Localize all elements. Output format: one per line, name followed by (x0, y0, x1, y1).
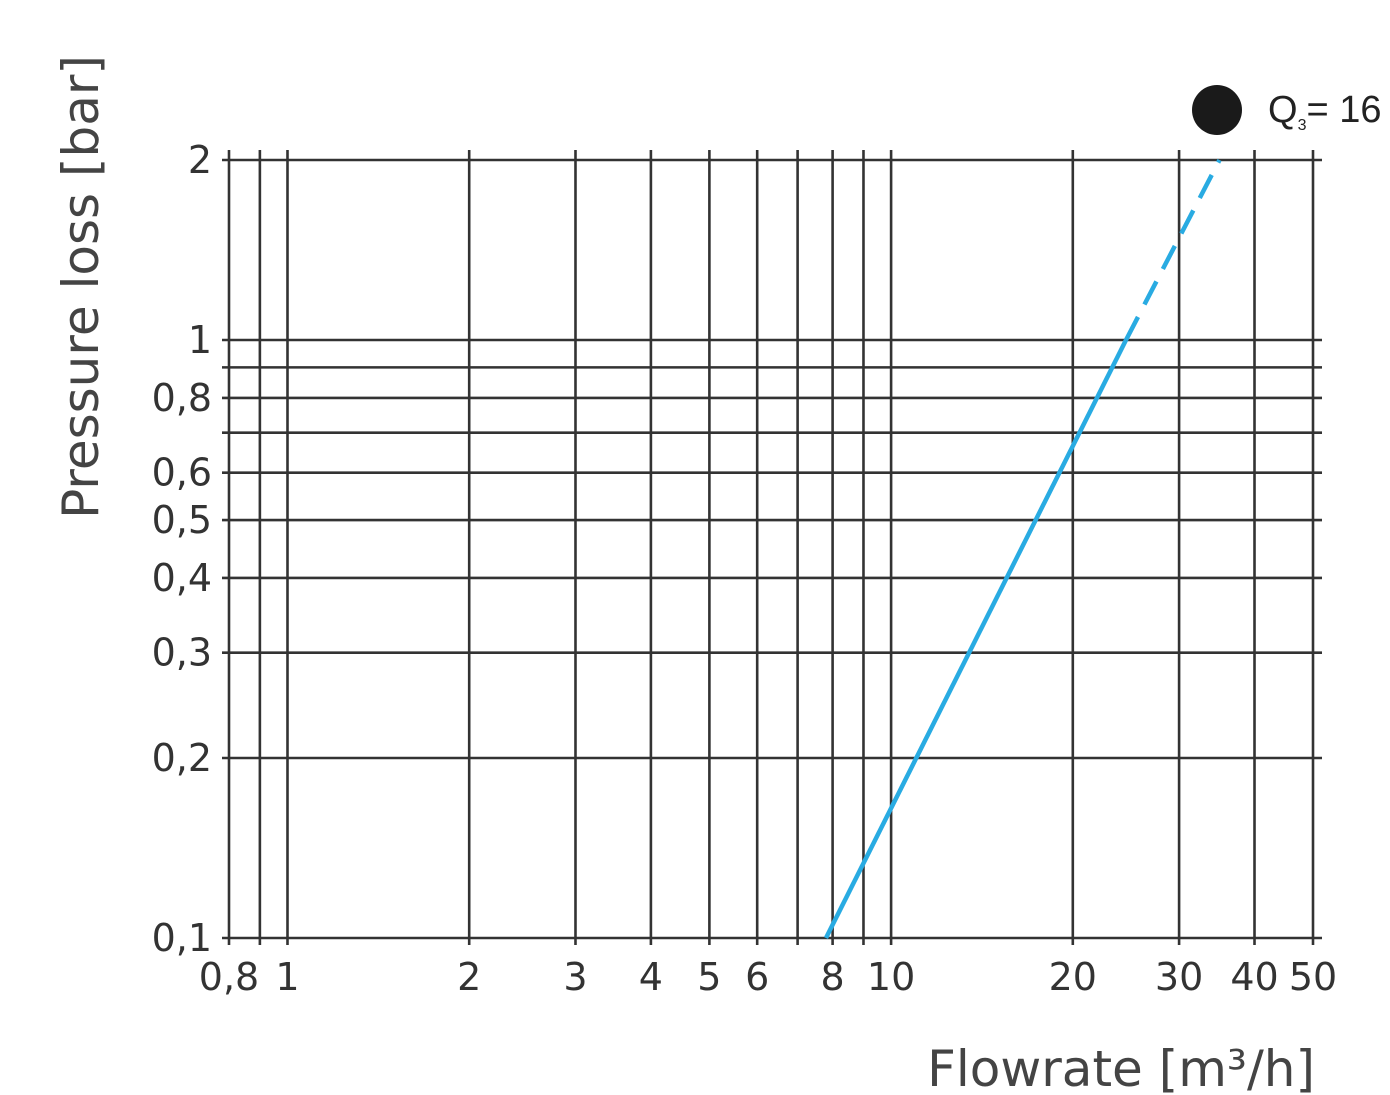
series-line-dashed (1124, 158, 1222, 342)
legend-suffix: = 16 (1306, 89, 1381, 131)
y-tick-label: 0,2 (152, 736, 212, 780)
x-tick-label: 20 (1049, 955, 1097, 999)
y-tick-label: 0,5 (152, 498, 212, 542)
series-layer (823, 158, 1222, 940)
x-tick-label: 4 (639, 955, 663, 999)
y-tick-label: 1 (188, 318, 212, 362)
x-tick-label: 3 (563, 955, 587, 999)
x-tick-label: 1 (275, 955, 299, 999)
y-tick-label: 0,6 (152, 451, 212, 495)
x-tick-label: 40 (1230, 955, 1278, 999)
x-tick-label: 2 (457, 955, 481, 999)
y-tick-labels: 0,1 0,2 0,3 0,4 0,50,6 0,8 1 2 (152, 138, 212, 960)
y-gridlines (222, 158, 1322, 940)
x-tick-label: 5 (697, 955, 721, 999)
x-tick-label: 8 (821, 955, 845, 999)
y-tick-label: 0,1 (152, 916, 212, 960)
x-tick-label: 30 (1155, 955, 1203, 999)
x-tick-labels: 0,8 1 2 3 4 5 6 8 10 20 30 40 50 (199, 955, 1337, 999)
x-tick-label: 0,8 (199, 955, 259, 999)
legend-label: Q3= 16 (1268, 89, 1382, 134)
y-tick-label: 2 (188, 138, 212, 182)
legend-q: Q (1268, 89, 1298, 131)
x-tick-label: 10 (867, 955, 915, 999)
series-line (823, 339, 1129, 940)
x-gridlines (227, 150, 1315, 945)
legend: Q3= 16 (1192, 85, 1382, 135)
y-tick-label: 0,8 (152, 376, 212, 420)
y-tick-label: 0,3 (152, 631, 212, 675)
x-tick-label: 50 (1289, 955, 1337, 999)
y-tick-label: 0,4 (152, 556, 212, 600)
x-axis-title: Flowrate [m³/h] (927, 1040, 1315, 1095)
y-axis-title: Pressure loss [bar] (52, 55, 110, 519)
x-tick-label: 6 (745, 955, 769, 999)
legend-marker (1192, 85, 1242, 135)
legend-subscript: 3 (1298, 117, 1307, 134)
